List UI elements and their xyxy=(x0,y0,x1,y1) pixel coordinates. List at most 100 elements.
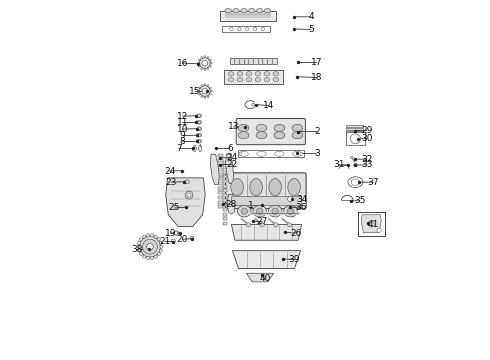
Ellipse shape xyxy=(300,152,303,155)
Polygon shape xyxy=(211,154,219,184)
Ellipse shape xyxy=(239,151,248,156)
Ellipse shape xyxy=(194,145,196,152)
Bar xyxy=(219,177,223,180)
Text: 7: 7 xyxy=(176,144,181,153)
Bar xyxy=(219,201,223,204)
Ellipse shape xyxy=(198,93,200,95)
Ellipse shape xyxy=(252,103,255,106)
Ellipse shape xyxy=(196,114,201,118)
Ellipse shape xyxy=(201,85,202,86)
Ellipse shape xyxy=(238,206,251,217)
Ellipse shape xyxy=(228,72,234,76)
Ellipse shape xyxy=(198,127,200,130)
Text: 20: 20 xyxy=(176,235,188,244)
Bar xyxy=(223,217,227,220)
Ellipse shape xyxy=(207,57,209,58)
Ellipse shape xyxy=(187,193,191,197)
Ellipse shape xyxy=(350,156,353,158)
Bar xyxy=(223,166,227,169)
Ellipse shape xyxy=(210,87,211,89)
Polygon shape xyxy=(232,251,300,269)
Ellipse shape xyxy=(196,127,201,131)
Bar xyxy=(223,180,227,183)
Ellipse shape xyxy=(201,68,202,69)
Bar xyxy=(231,197,301,205)
Text: 36: 36 xyxy=(295,203,307,212)
Ellipse shape xyxy=(274,125,285,132)
Ellipse shape xyxy=(255,77,261,82)
Ellipse shape xyxy=(288,197,293,202)
Ellipse shape xyxy=(143,239,157,254)
Ellipse shape xyxy=(196,134,201,137)
Ellipse shape xyxy=(184,180,190,184)
Bar xyxy=(219,187,223,190)
Ellipse shape xyxy=(197,90,199,92)
Text: 34: 34 xyxy=(296,195,308,204)
Ellipse shape xyxy=(264,72,270,76)
Ellipse shape xyxy=(354,163,357,166)
Ellipse shape xyxy=(256,125,267,132)
Ellipse shape xyxy=(154,235,157,238)
Bar xyxy=(223,199,227,202)
Ellipse shape xyxy=(233,9,239,13)
Ellipse shape xyxy=(198,66,200,67)
Ellipse shape xyxy=(256,208,263,215)
Text: 29: 29 xyxy=(361,126,372,135)
Ellipse shape xyxy=(159,249,162,252)
Text: 14: 14 xyxy=(263,101,274,110)
Text: 40: 40 xyxy=(259,274,271,283)
Ellipse shape xyxy=(288,179,300,196)
Text: 9: 9 xyxy=(180,131,186,140)
Ellipse shape xyxy=(265,9,271,13)
Text: 35: 35 xyxy=(354,196,366,205)
Ellipse shape xyxy=(351,179,360,185)
Text: 39: 39 xyxy=(289,255,300,264)
Ellipse shape xyxy=(143,255,146,258)
Ellipse shape xyxy=(196,121,201,124)
Ellipse shape xyxy=(147,243,153,250)
Bar xyxy=(358,212,385,236)
Ellipse shape xyxy=(198,134,200,136)
Ellipse shape xyxy=(261,27,265,31)
Ellipse shape xyxy=(238,125,249,132)
Text: 26: 26 xyxy=(290,229,302,238)
Ellipse shape xyxy=(237,77,243,82)
Ellipse shape xyxy=(241,9,247,13)
Ellipse shape xyxy=(241,208,247,215)
Ellipse shape xyxy=(137,245,140,248)
Text: 6: 6 xyxy=(227,144,233,153)
Bar xyxy=(238,150,304,157)
Ellipse shape xyxy=(173,231,179,235)
Polygon shape xyxy=(246,273,274,282)
Bar xyxy=(223,194,227,197)
Ellipse shape xyxy=(284,206,297,217)
Text: 13: 13 xyxy=(228,122,239,131)
Ellipse shape xyxy=(225,9,231,13)
Ellipse shape xyxy=(210,90,212,92)
Ellipse shape xyxy=(204,84,206,86)
Text: 24: 24 xyxy=(226,153,238,162)
Ellipse shape xyxy=(210,93,211,95)
Ellipse shape xyxy=(201,57,202,58)
Ellipse shape xyxy=(202,60,208,66)
Ellipse shape xyxy=(348,177,363,188)
Bar xyxy=(219,182,223,185)
Bar xyxy=(219,168,223,171)
Text: 22: 22 xyxy=(226,160,238,169)
Ellipse shape xyxy=(253,27,257,31)
Text: 31: 31 xyxy=(333,161,344,170)
Ellipse shape xyxy=(250,179,262,196)
Ellipse shape xyxy=(256,9,263,13)
Ellipse shape xyxy=(287,208,294,215)
Ellipse shape xyxy=(237,72,243,76)
Ellipse shape xyxy=(269,179,281,196)
Bar xyxy=(219,173,223,176)
Ellipse shape xyxy=(160,245,163,248)
Ellipse shape xyxy=(257,151,266,156)
Text: 1: 1 xyxy=(248,201,254,210)
Text: 24: 24 xyxy=(164,167,175,176)
FancyBboxPatch shape xyxy=(236,118,305,145)
Text: 33: 33 xyxy=(361,161,373,170)
Ellipse shape xyxy=(287,223,292,227)
Bar xyxy=(219,192,223,194)
